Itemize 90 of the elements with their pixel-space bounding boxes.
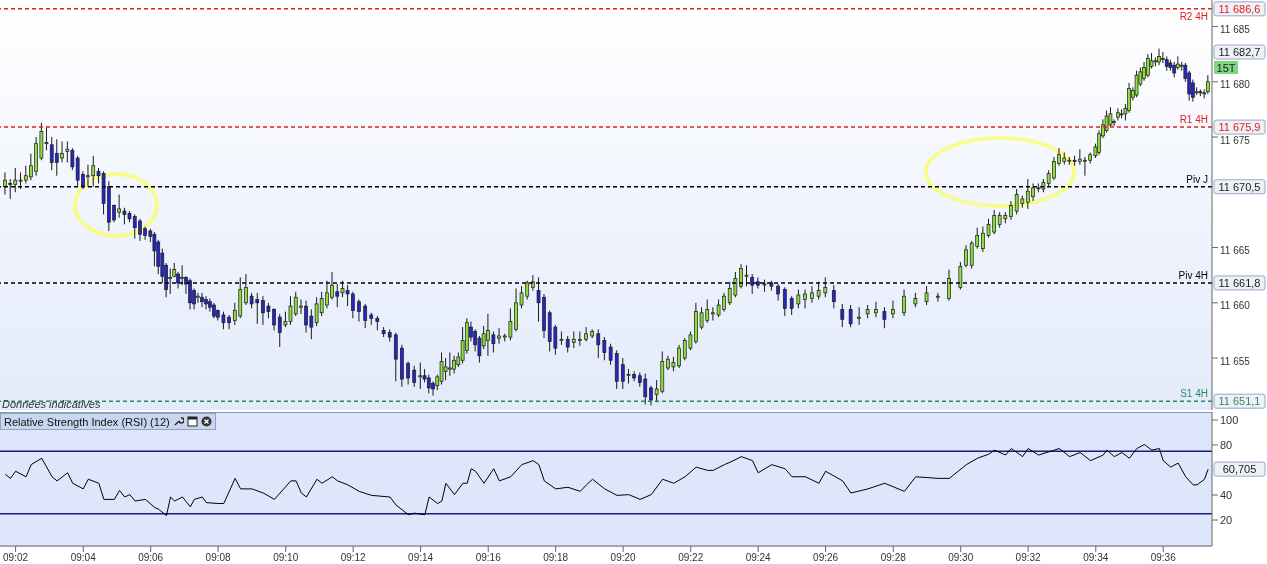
candlestick xyxy=(924,285,929,306)
text: 60,705 xyxy=(1222,463,1257,476)
candlestick xyxy=(439,352,444,386)
candlestick xyxy=(406,360,410,386)
candlestick xyxy=(840,303,845,328)
x-tick-label: 09:16 xyxy=(475,552,502,564)
candlestick xyxy=(1157,48,1161,66)
candlestick xyxy=(596,328,601,359)
candlestick xyxy=(412,365,417,388)
candlestick xyxy=(882,306,887,329)
candlestick xyxy=(776,283,780,302)
x-tick-label: 09:06 xyxy=(138,552,164,564)
candlestick xyxy=(196,292,200,304)
candlestick xyxy=(891,300,895,319)
x-tick-label: 09:24 xyxy=(745,552,772,564)
candlestick xyxy=(848,304,853,328)
ref-line-label: R2 4H xyxy=(1179,10,1208,22)
candlestick xyxy=(750,273,755,295)
candlestick xyxy=(857,306,861,326)
y-tick-label: 11 685 xyxy=(1220,24,1251,36)
candlestick xyxy=(964,244,968,268)
ref-line-label: R1 4H xyxy=(1179,114,1208,126)
ref-line-label: Piv J xyxy=(1186,173,1208,185)
candlestick xyxy=(789,295,794,316)
candlestick xyxy=(180,264,184,286)
candlestick xyxy=(958,261,963,291)
text: 11 651,1 xyxy=(1218,395,1261,408)
candlestick xyxy=(200,292,204,308)
y-tick-label: 11 680 xyxy=(1220,79,1251,91)
x-tick-label: 09:12 xyxy=(340,552,367,564)
x-tick-label: 09:14 xyxy=(408,552,434,564)
text: 11 670,5 xyxy=(1218,180,1261,193)
y-tick-label: 20 xyxy=(1220,513,1233,526)
x-tick-label: 09:02 xyxy=(3,552,29,564)
candlestick xyxy=(803,289,807,309)
text: 11 682,7 xyxy=(1218,46,1261,58)
candlestick xyxy=(1205,74,1210,95)
text: 11 675,9 xyxy=(1218,121,1261,134)
candlestick xyxy=(1009,200,1013,221)
panel-header: Relative Strength Index (RSI) (12) xyxy=(0,413,216,430)
candlestick xyxy=(831,284,836,309)
candlestick xyxy=(823,276,828,298)
candlestick xyxy=(782,286,787,317)
ref-line-label: S1 4H xyxy=(1180,388,1208,400)
candlestick xyxy=(418,361,423,390)
candlestick xyxy=(947,269,951,302)
x-tick-label: 09:36 xyxy=(1150,552,1177,564)
candlestick xyxy=(168,268,173,295)
x-tick-label: 09:28 xyxy=(880,552,907,564)
candlestick xyxy=(426,374,431,394)
candlestick xyxy=(357,298,361,323)
x-tick-label: 09:10 xyxy=(273,552,299,564)
candlestick xyxy=(810,285,814,304)
x-tick-label: 09:30 xyxy=(948,552,974,564)
x-tick-label: 09:20 xyxy=(610,552,637,564)
text: 15T xyxy=(1216,61,1236,74)
text: 11 686,6 xyxy=(1218,2,1261,15)
y-tick-label: 80 xyxy=(1220,438,1233,451)
candlestick xyxy=(1116,107,1120,121)
x-tick-label: 09:18 xyxy=(543,552,569,564)
candlestick xyxy=(874,301,878,318)
candlestick xyxy=(204,295,208,310)
annotation: Données indicatives xyxy=(2,398,101,410)
line-series xyxy=(4,444,1209,517)
candlestick xyxy=(188,277,192,310)
candlestick xyxy=(443,357,448,381)
candlestick xyxy=(902,289,906,317)
candlestick xyxy=(1146,53,1150,78)
candlestick xyxy=(1134,70,1139,98)
y-tick-label: 11 660 xyxy=(1220,300,1251,312)
ref-line-label: Piv 4H xyxy=(1178,269,1208,281)
x-tick-label: 09:34 xyxy=(1083,552,1109,564)
candlestick xyxy=(431,380,435,397)
candlestick xyxy=(584,326,588,342)
y-tick-label: 11 665 xyxy=(1220,245,1251,257)
x-tick-label: 09:04 xyxy=(70,552,97,564)
candlestick xyxy=(363,303,368,329)
y-tick-label: 11 655 xyxy=(1220,355,1251,367)
chart-title: Relative Strength Index (RSI) (12) xyxy=(4,415,170,428)
x-tick-label: 09:08 xyxy=(205,552,232,564)
candlestick xyxy=(578,331,582,347)
y-tick-label: 100 xyxy=(1220,413,1239,426)
candlestick xyxy=(936,292,940,303)
text: 11 661,8 xyxy=(1218,276,1261,289)
x-tick-label: 09:26 xyxy=(813,552,839,564)
candlestick xyxy=(796,289,801,309)
x-tick-label: 09:32 xyxy=(1015,552,1042,564)
y-tick-label: 11 675 xyxy=(1220,134,1251,146)
y-tick-label: 40 xyxy=(1220,488,1233,501)
x-tick-label: 09:22 xyxy=(678,552,704,564)
